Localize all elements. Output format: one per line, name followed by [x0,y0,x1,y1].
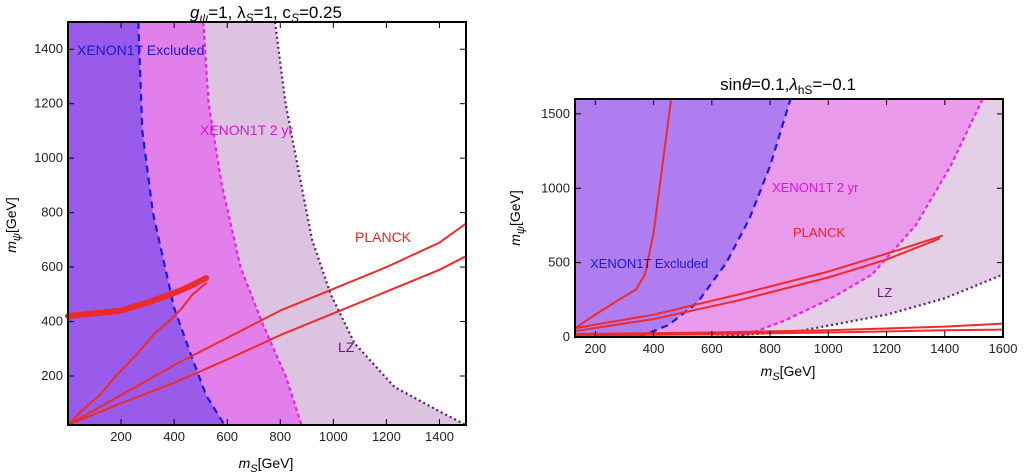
y-tick-label: 0 [563,329,570,344]
planck-curve [574,237,940,333]
y-tick-label: 1000 [34,150,63,165]
y-tick-label: 1000 [541,180,570,195]
x-tick-label: 600 [216,429,238,444]
left-chart: gψ=1, λS=1, cS=0.25 200 400 600 800 1000 1200… [3,3,467,475]
planck-curve [574,234,943,330]
planck-curve [574,98,673,330]
left-label-planck: PLANCK [355,229,412,245]
right-label-lz: LZ [877,285,892,300]
right-label-planck: PLANCK [793,225,845,240]
region-xenon1t-excluded [68,22,225,425]
y-tick-label: 1500 [541,106,570,121]
left-y-axis-label: mψ[GeV] [3,197,23,252]
right-y-axis-label: mψ[GeV] [507,190,527,245]
boundary-xenon1t-2yr [202,21,303,426]
right-label-xenon1t-2yr: XENON1T 2 yr [772,180,859,195]
planck-curve [65,275,209,320]
y-tick-label: 1200 [34,96,63,111]
left-chart-title: gψ=1, λS=1, cS=0.25 [190,3,342,25]
x-tick-label: 200 [110,429,132,444]
y-tick-label: 600 [41,259,63,274]
left-label-lz: LZ [338,339,355,355]
x-tick-label: 400 [643,341,665,356]
x-tick-label: 1400 [930,341,959,356]
y-tick-label: 400 [41,314,63,329]
x-tick-label: 600 [701,341,723,356]
x-tick-label: 1000 [814,341,843,356]
x-tick-label: 1400 [425,429,454,444]
right-x-axis-label: mS[GeV] [761,363,816,383]
boundary-xenon1t-2yr [740,98,984,339]
x-tick-label: 1200 [872,341,901,356]
planck-curve [67,282,207,426]
boundary-lz [711,273,1004,339]
left-x-axis-label: mS[GeV] [239,455,294,475]
left-plot-frame [67,21,467,426]
planck-curve [67,222,467,426]
planck-curve [67,255,467,426]
x-tick-label: 400 [163,429,185,444]
x-tick-label: 800 [759,341,781,356]
planck-curve [574,322,1004,335]
right-label-xenon1t-excluded: XENON1T Excluded [590,256,708,271]
y-tick-label: 1400 [34,41,63,56]
x-tick-label: 1000 [319,429,348,444]
boundary-xenon1t-excluded [137,21,226,426]
y-tick-label: 800 [41,205,63,220]
right-plot-frame [574,98,1004,338]
x-tick-label: 800 [269,429,291,444]
right-chart-title: sinθ=0.1,λhS=−0.1 [720,75,856,97]
right-chart: sinθ=0.1,λhS=−0.1 200 400 600 800 1000 1200 14… [507,75,1017,383]
x-tick-label: 200 [585,341,607,356]
x-tick-label: 1200 [372,429,401,444]
y-tick-label: 200 [41,368,63,383]
left-label-xenon1t-excluded: XENON1T Excluded [77,42,204,58]
region-xenon1t-excluded [575,99,791,337]
x-tick-label: 1600 [989,341,1018,356]
left-label-xenon1t-2yr: XENON1T 2 yr [200,122,293,138]
y-tick-label: 500 [548,255,570,270]
boundary-lz [273,21,467,426]
